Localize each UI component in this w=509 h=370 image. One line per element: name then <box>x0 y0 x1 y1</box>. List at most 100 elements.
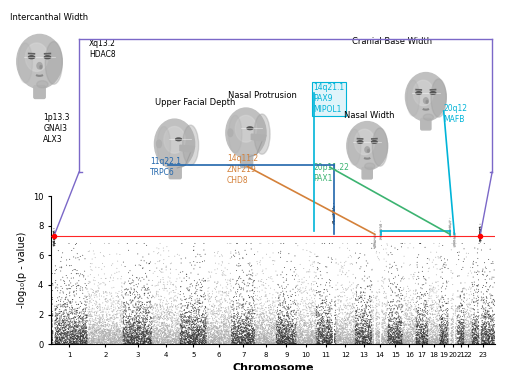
Point <box>422 318 431 324</box>
Point <box>213 335 221 341</box>
Point <box>482 327 490 333</box>
Point <box>128 316 136 322</box>
Point <box>378 336 386 342</box>
Point <box>326 334 334 340</box>
Point <box>187 333 195 339</box>
Point <box>335 307 343 313</box>
Point <box>137 332 145 337</box>
Point <box>79 327 88 333</box>
Point <box>149 314 157 320</box>
Point <box>205 340 213 346</box>
Point <box>414 330 422 336</box>
Point <box>245 313 253 319</box>
Point <box>243 330 251 336</box>
Point <box>158 337 166 343</box>
Point <box>323 288 331 294</box>
Point <box>137 336 146 342</box>
Point <box>174 321 182 327</box>
Point <box>487 341 495 347</box>
Point <box>247 340 256 346</box>
Point <box>213 324 221 330</box>
Point <box>80 328 89 334</box>
Point <box>135 262 143 268</box>
Point <box>305 300 313 306</box>
Point <box>233 320 241 326</box>
Point <box>148 307 156 313</box>
Point <box>239 296 247 302</box>
Point <box>63 318 71 324</box>
Point <box>239 334 247 340</box>
Point <box>91 300 99 306</box>
Point <box>267 337 275 343</box>
Point <box>165 333 173 339</box>
Point <box>65 323 73 329</box>
Point <box>431 307 439 313</box>
Point <box>178 332 186 338</box>
Point <box>467 323 475 329</box>
Point <box>151 339 159 345</box>
Point <box>210 337 218 343</box>
Point <box>177 337 185 343</box>
Point <box>266 318 274 324</box>
Point <box>108 339 116 345</box>
Point <box>333 317 341 323</box>
Point <box>410 314 418 320</box>
Point <box>241 315 249 321</box>
Point <box>135 323 144 329</box>
Point <box>81 285 90 291</box>
Point <box>75 329 83 335</box>
Point <box>420 304 428 310</box>
Point <box>161 335 169 341</box>
Point <box>190 325 198 331</box>
Point <box>55 322 64 328</box>
Point <box>291 341 299 347</box>
Point <box>245 336 253 342</box>
Point <box>81 340 89 346</box>
Point <box>422 336 431 342</box>
Point <box>227 329 235 335</box>
Point <box>487 336 495 342</box>
Point <box>484 312 492 317</box>
Point <box>453 331 461 337</box>
Point <box>124 315 132 321</box>
Point <box>242 330 250 336</box>
Point <box>420 291 429 297</box>
Point <box>126 290 134 296</box>
Point <box>52 341 61 347</box>
Point <box>212 328 220 334</box>
Point <box>65 338 73 344</box>
Point <box>52 339 61 344</box>
Point <box>411 326 419 332</box>
Point <box>436 336 444 342</box>
Point <box>54 327 63 333</box>
Point <box>370 231 378 237</box>
Point <box>292 322 300 328</box>
Point <box>80 330 89 336</box>
Point <box>164 248 173 254</box>
Point <box>108 339 116 345</box>
Point <box>205 327 213 333</box>
Point <box>378 336 386 342</box>
Point <box>322 287 330 293</box>
Point <box>112 336 120 342</box>
Point <box>84 340 92 346</box>
Point <box>153 332 161 338</box>
Point <box>192 341 201 347</box>
Point <box>87 340 95 346</box>
Point <box>200 318 208 324</box>
Point <box>79 306 88 312</box>
Point <box>437 325 445 331</box>
Point <box>423 323 432 329</box>
Point <box>251 329 259 335</box>
Point <box>477 318 486 324</box>
Point <box>178 324 186 330</box>
Point <box>204 340 212 346</box>
Point <box>326 324 334 330</box>
Point <box>206 330 214 336</box>
Point <box>316 328 324 334</box>
Point <box>382 334 390 340</box>
Point <box>400 335 408 341</box>
Point <box>316 339 324 344</box>
Point <box>470 327 478 333</box>
Point <box>260 333 268 339</box>
